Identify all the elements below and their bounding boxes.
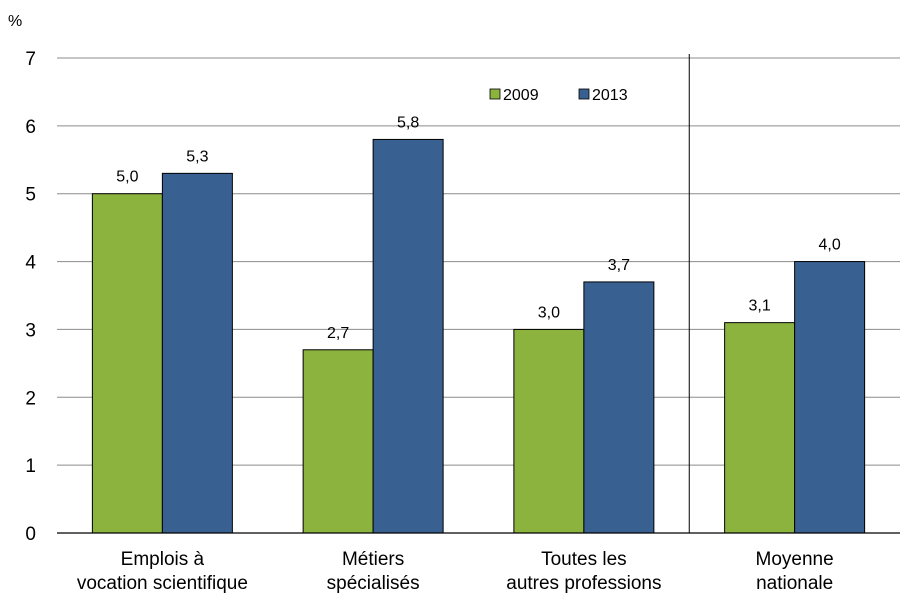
- bar-2013: [583, 281, 655, 534]
- bar-2013: [161, 172, 233, 534]
- category-label-line: nationale: [756, 573, 833, 594]
- bar-2009: [513, 328, 585, 534]
- legend-label: 2013: [592, 87, 628, 104]
- category-label-line: spécialisés: [327, 573, 420, 594]
- category-label-line: Emplois à: [121, 549, 205, 570]
- data-labels: 5,0 5,3 2,7 5,8 3,0 3,7 3,1 4,0: [116, 114, 841, 341]
- data-label: 5,0: [116, 169, 138, 186]
- y-tick-label: 2: [25, 388, 36, 409]
- bar-2009: [302, 349, 374, 534]
- bar-2013: [372, 138, 444, 534]
- category-label-line: Métiers: [342, 549, 404, 570]
- data-label: 5,3: [186, 148, 208, 165]
- category-label-line: autres professions: [506, 573, 661, 594]
- y-tick-label: 0: [25, 524, 36, 545]
- category-label-line: Toutes les: [541, 549, 627, 570]
- legend-swatch-2009: [489, 88, 501, 100]
- y-tick-label: 7: [25, 49, 36, 70]
- category-label-line: Moyenne: [756, 549, 834, 570]
- category-labels: Emplois à vocation scientifique Métiers spé…: [77, 549, 834, 594]
- y-tick-label: 6: [25, 117, 36, 138]
- data-label: 3,1: [749, 298, 771, 315]
- bar-2009: [91, 193, 163, 534]
- legend: 2009 2013: [489, 87, 628, 104]
- data-label: 4,0: [819, 237, 841, 254]
- y-tick-label: 3: [25, 320, 36, 341]
- legend-swatch-2013: [578, 88, 590, 100]
- y-axis-ticks: 0 1 2 3 4 5 6 7: [25, 49, 36, 545]
- y-axis-unit-label: %: [8, 13, 22, 30]
- category-label: Toutes les autres professions: [506, 549, 661, 594]
- data-label: 3,0: [538, 304, 560, 321]
- bar-2013: [794, 261, 866, 534]
- category-label: Moyenne nationale: [756, 549, 834, 594]
- category-label: Métiers spécialisés: [327, 549, 420, 594]
- data-label: 5,8: [397, 114, 419, 131]
- legend-label: 2009: [503, 87, 539, 104]
- y-tick-label: 1: [25, 456, 36, 477]
- category-label-line: vocation scientifique: [77, 573, 248, 594]
- bars: [91, 138, 866, 534]
- data-label: 2,7: [327, 325, 349, 342]
- bar-2009: [724, 322, 796, 534]
- category-label: Emplois à vocation scientifique: [77, 549, 248, 594]
- y-tick-label: 5: [25, 185, 36, 206]
- data-label: 3,7: [608, 257, 630, 274]
- y-tick-label: 4: [25, 253, 36, 274]
- x-axis: [57, 54, 900, 534]
